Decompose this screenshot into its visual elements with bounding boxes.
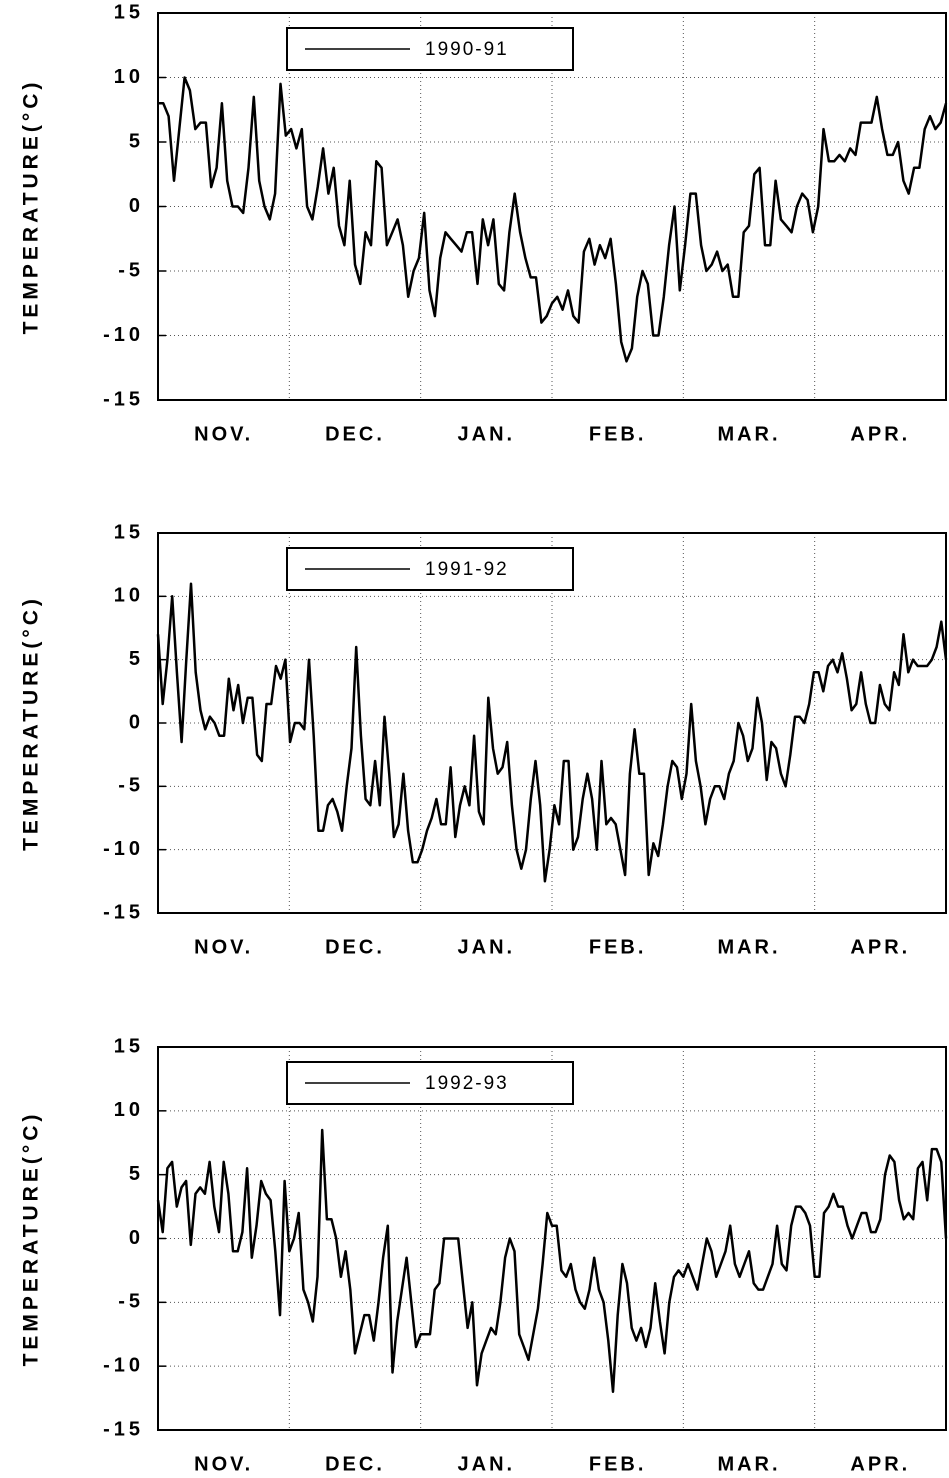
x-tick-label: MAR.	[717, 423, 780, 445]
y-tick-label: 10	[114, 585, 144, 607]
y-tick-label: -5	[118, 259, 144, 281]
y-axis-label: TEMPERATURE(°C)	[20, 595, 43, 851]
y-axis-label: TEMPERATURE(°C)	[20, 79, 43, 335]
y-tick-label: -15	[103, 388, 144, 410]
x-tick-label: NOV.	[194, 936, 253, 958]
y-tick-label: -15	[103, 1418, 144, 1440]
y-tick-label: -5	[118, 775, 144, 797]
legend-label: 1990-91	[425, 39, 509, 60]
y-tick-label: 5	[129, 648, 144, 670]
x-tick-label: JAN.	[458, 1453, 516, 1475]
x-tick-label: DEC.	[325, 1453, 385, 1475]
y-tick-label: 0	[129, 711, 144, 733]
x-tick-label: JAN.	[458, 423, 516, 445]
y-tick-label: 5	[129, 130, 144, 152]
x-tick-label: MAR.	[717, 1453, 780, 1475]
legend-label: 1992-93	[425, 1073, 509, 1094]
y-tick-label: 15	[114, 1, 144, 23]
temperature-line	[158, 76, 948, 363]
legend-label: 1991-92	[425, 559, 509, 580]
x-tick-label: APR.	[850, 423, 910, 445]
y-tick-label: 0	[129, 1227, 144, 1249]
x-tick-label: DEC.	[325, 936, 385, 958]
x-tick-label: APR.	[850, 936, 910, 958]
temperature-line	[156, 1128, 948, 1393]
x-tick-label: FEB.	[589, 1453, 647, 1475]
y-tick-label: 10	[114, 1099, 144, 1121]
x-tick-label: DEC.	[325, 423, 385, 445]
y-tick-label: -5	[118, 1291, 144, 1313]
plot-frame	[157, 12, 947, 401]
x-tick-label: MAR.	[717, 936, 780, 958]
y-tick-label: -10	[103, 1354, 144, 1376]
y-tick-label: 5	[129, 1163, 144, 1185]
y-tick-label: -10	[103, 838, 144, 860]
y-tick-label: 15	[114, 1035, 144, 1057]
y-tick-label: 10	[114, 66, 144, 88]
x-tick-label: JAN.	[458, 936, 516, 958]
x-tick-label: NOV.	[194, 423, 253, 445]
y-tick-label: -15	[103, 901, 144, 923]
y-tick-label: 15	[114, 521, 144, 543]
y-tick-label: 0	[129, 195, 144, 217]
y-tick-label: -10	[103, 324, 144, 346]
x-tick-label: FEB.	[589, 936, 647, 958]
y-axis-label: TEMPERATURE(°C)	[20, 1111, 43, 1367]
x-tick-label: NOV.	[194, 1453, 253, 1475]
x-tick-label: APR.	[850, 1453, 910, 1475]
temperature-line	[156, 582, 948, 883]
plot-frame	[157, 532, 947, 914]
x-tick-label: FEB.	[589, 423, 647, 445]
